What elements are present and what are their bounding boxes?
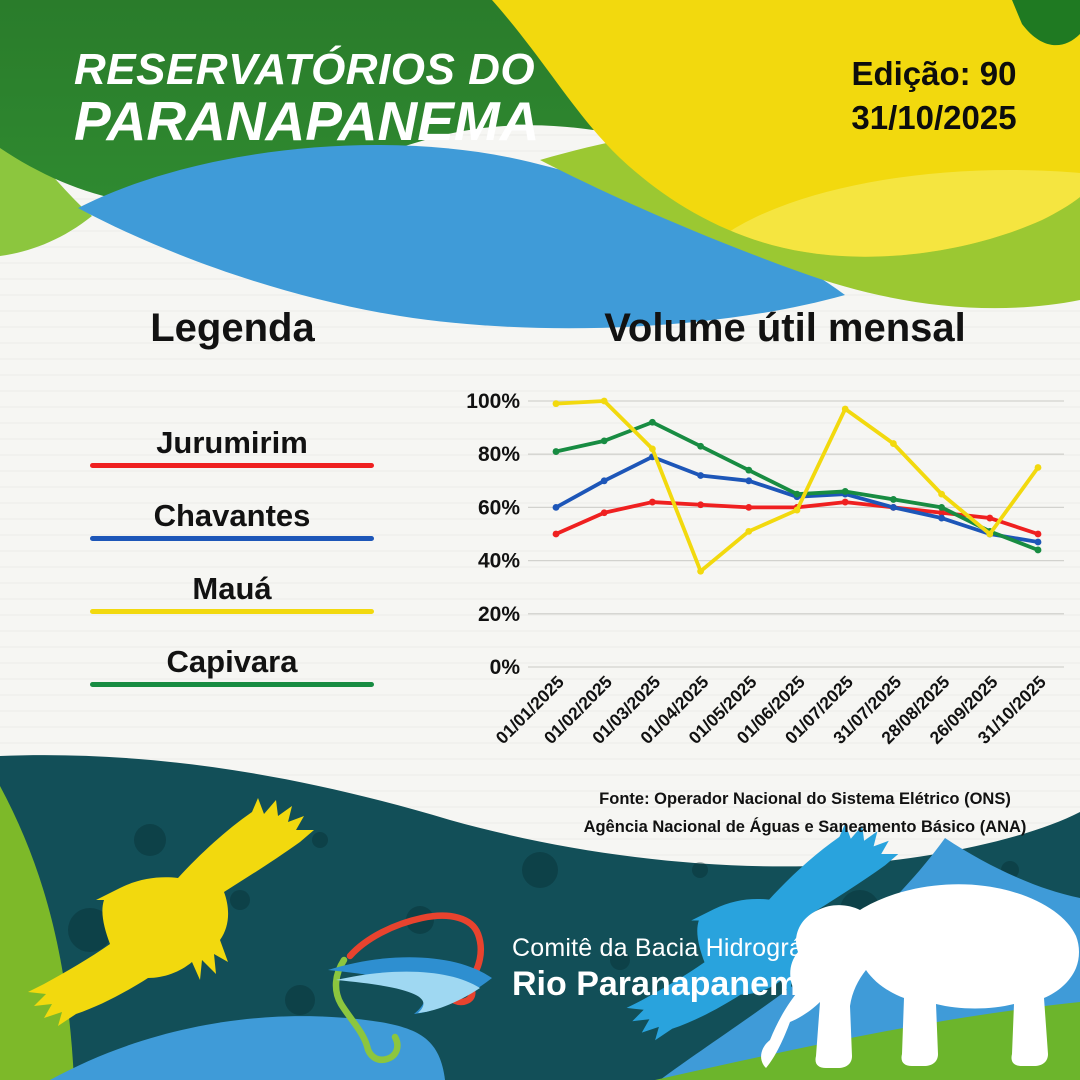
legend-item-label: Capivara bbox=[166, 644, 298, 679]
top-wave-decoration bbox=[0, 0, 1080, 329]
data-point bbox=[552, 504, 560, 511]
legend-item-line bbox=[90, 536, 374, 541]
data-point bbox=[841, 405, 849, 413]
water-swoosh-light bbox=[336, 971, 480, 1013]
bottom-art bbox=[0, 755, 1080, 1080]
data-point bbox=[745, 466, 753, 474]
data-point bbox=[1034, 464, 1042, 471]
source-line1: Fonte: Operador Nacional do Sistema Elét… bbox=[599, 790, 1011, 808]
data-point bbox=[600, 437, 608, 445]
data-point bbox=[745, 527, 753, 535]
y-axis-tick-label: 0% bbox=[490, 656, 521, 679]
yellow-highlight bbox=[680, 170, 1080, 257]
basin-outline-red bbox=[346, 912, 484, 1006]
data-point bbox=[1034, 546, 1042, 554]
data-point bbox=[552, 448, 560, 455]
source-note: Fonte: Operador Nacional do Sistema Elét… bbox=[540, 785, 1070, 842]
y-axis-tick-label: 80% bbox=[478, 443, 520, 466]
data-point bbox=[697, 472, 704, 479]
y-axis-tick-label: 60% bbox=[478, 496, 520, 519]
edition-date: 31/10/2025 bbox=[851, 98, 1017, 136]
data-point bbox=[649, 498, 656, 506]
volume-line-chart: 0%20%40%60%80%100%01/01/202501/02/202501… bbox=[466, 390, 1064, 748]
data-point bbox=[986, 530, 994, 538]
grass-bottom-right bbox=[655, 1002, 1080, 1080]
blue-wave bbox=[78, 145, 845, 329]
y-axis-tick-label: 20% bbox=[478, 603, 520, 626]
y-axis-tick-label: 100% bbox=[466, 390, 520, 413]
series-line-mauá bbox=[554, 399, 1040, 574]
y-axis-tick-label: 40% bbox=[478, 550, 520, 573]
legend-item: Mauá bbox=[90, 570, 374, 614]
edition-block: Edição: 90 31/10/2025 bbox=[788, 52, 1080, 139]
basin-outline-green bbox=[332, 956, 401, 1063]
series-line-capivara bbox=[554, 420, 1040, 552]
green-corner-leaf bbox=[1012, 0, 1080, 46]
edition-label: Edição: 90 bbox=[851, 55, 1017, 92]
capybara-icon bbox=[761, 884, 1079, 1068]
data-point bbox=[697, 442, 704, 450]
organization-line2: Rio Paranapanema bbox=[512, 965, 819, 1003]
legend-item: Chavantes bbox=[90, 497, 374, 541]
data-point bbox=[890, 440, 897, 447]
data-point bbox=[793, 490, 801, 498]
data-point bbox=[745, 504, 753, 511]
data-point bbox=[649, 418, 656, 426]
legend-item-label: Mauá bbox=[192, 571, 272, 606]
data-point bbox=[890, 504, 897, 511]
data-point bbox=[745, 477, 753, 485]
organization-name: Comitê da Bacia Hidrográfica Rio Paranap… bbox=[512, 934, 843, 1004]
data-point bbox=[938, 509, 945, 517]
data-point bbox=[841, 488, 849, 495]
source-line2: Agência Nacional de Águas e Saneamento B… bbox=[583, 818, 1027, 837]
data-point bbox=[552, 400, 560, 408]
legend-item: Capivara bbox=[90, 643, 374, 687]
blue-wave-bottom-left bbox=[50, 1016, 445, 1080]
data-point bbox=[890, 496, 897, 503]
legend-item-label: Jurumirim bbox=[156, 425, 308, 460]
data-point bbox=[1034, 538, 1042, 546]
river-basin-map-logo bbox=[328, 912, 492, 1063]
legend-item-line bbox=[90, 682, 374, 687]
legend-title: Legenda bbox=[150, 306, 315, 350]
data-point bbox=[841, 498, 849, 506]
data-point bbox=[986, 514, 994, 522]
data-point bbox=[600, 477, 608, 485]
organization-line1: Comitê da Bacia Hidrográfica bbox=[512, 934, 843, 962]
chart-title: Volume útil mensal bbox=[604, 306, 966, 350]
data-point bbox=[649, 445, 656, 453]
data-point bbox=[938, 504, 945, 511]
data-point bbox=[600, 397, 608, 405]
legend-item-line bbox=[90, 463, 374, 468]
data-point bbox=[938, 514, 945, 522]
page-title-line1: RESERVATÓRIOS DO bbox=[74, 45, 536, 94]
page-title: RESERVATÓRIOS DO PARANAPANEMA bbox=[74, 45, 540, 152]
legend-item-line bbox=[90, 609, 374, 614]
data-point bbox=[600, 509, 608, 517]
data-point bbox=[697, 501, 704, 509]
data-point bbox=[697, 567, 704, 575]
data-point bbox=[938, 490, 945, 498]
legend-item-label: Chavantes bbox=[153, 498, 311, 533]
page-title-line2: PARANAPANEMA bbox=[74, 89, 540, 152]
data-point bbox=[793, 506, 801, 514]
legend-items: Jurumirim Chavantes Mauá Capivara bbox=[90, 424, 374, 716]
legend-item: Jurumirim bbox=[90, 424, 374, 468]
data-point bbox=[1034, 530, 1042, 538]
data-point bbox=[552, 530, 560, 538]
